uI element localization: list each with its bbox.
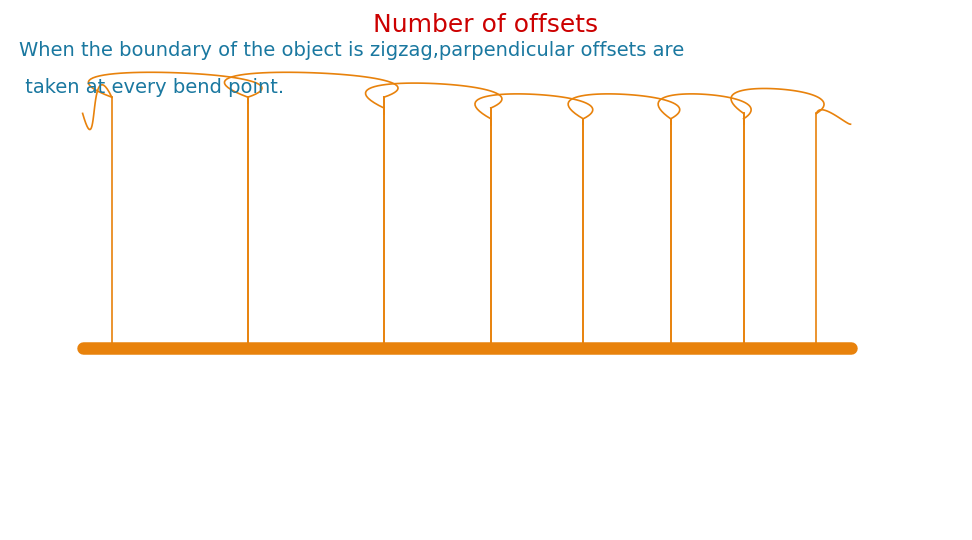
- Text: Number of offsets: Number of offsets: [373, 14, 599, 37]
- Text: taken at every bend point.: taken at every bend point.: [19, 78, 285, 97]
- Text: When the boundary of the object is zigzag,parpendicular offsets are: When the boundary of the object is zigza…: [19, 40, 684, 59]
